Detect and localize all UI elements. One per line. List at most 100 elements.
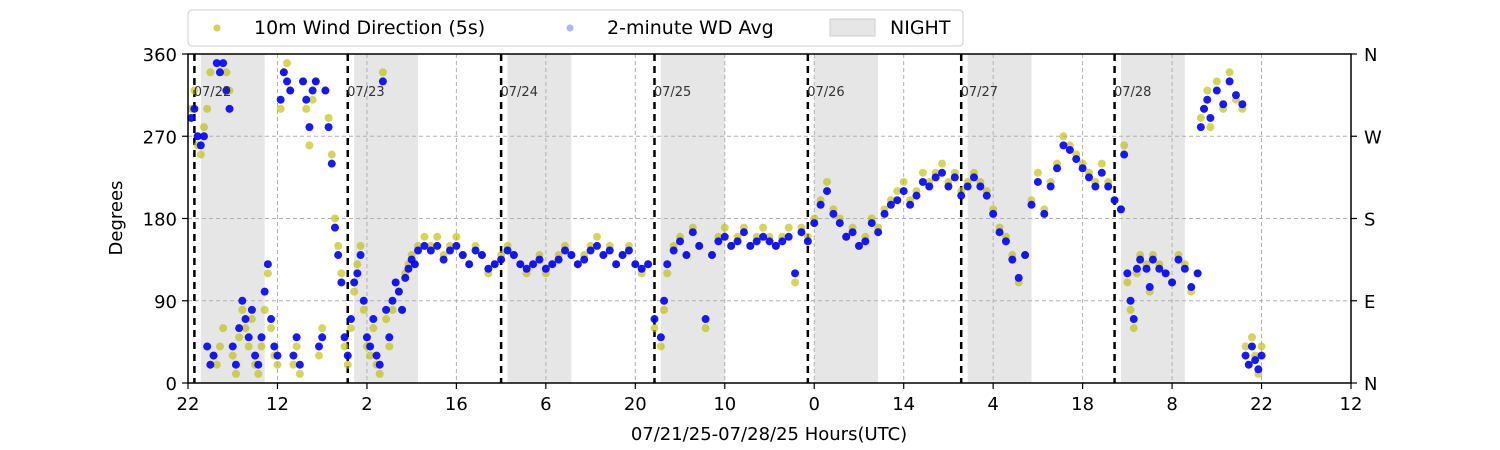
point-wdavg <box>605 246 614 255</box>
point-wdavg <box>944 182 953 191</box>
point-wdavg <box>394 287 403 296</box>
point-wdavg <box>251 351 260 360</box>
point-wdavg <box>938 168 947 177</box>
y2-tick-label: S <box>1364 210 1375 231</box>
point-wd5s <box>656 342 665 351</box>
point-wd5s <box>1257 342 1266 351</box>
point-wd5s <box>292 342 301 351</box>
point-wdavg <box>631 260 640 269</box>
point-wdavg <box>1231 91 1240 100</box>
point-wdavg <box>803 237 812 246</box>
point-wdavg <box>228 342 237 351</box>
point-wdavg <box>1251 356 1260 365</box>
point-wdavg <box>771 241 780 250</box>
point-wd5s <box>327 150 336 159</box>
point-wd5s <box>420 232 429 241</box>
point-wdavg <box>1155 264 1164 273</box>
x-tick-label: 22 <box>1250 394 1273 415</box>
y2-tick-label: N <box>1364 374 1377 395</box>
point-wdavg <box>311 77 320 86</box>
point-wdavg <box>746 241 755 250</box>
y2-tick-label: N <box>1364 45 1377 66</box>
point-wdavg <box>612 260 621 269</box>
point-wdavg <box>592 241 601 250</box>
y-tick-label: 270 <box>143 127 177 148</box>
point-wd5s <box>241 324 250 333</box>
point-wdavg <box>1206 113 1215 122</box>
point-wdavg <box>861 237 870 246</box>
point-wdavg <box>874 228 883 237</box>
point-wdavg <box>1097 168 1106 177</box>
point-wdavg <box>187 113 196 122</box>
point-wdavg <box>599 251 608 260</box>
point-wdavg <box>299 77 308 86</box>
point-wdavg <box>1212 86 1221 95</box>
point-wdavg <box>1072 155 1081 164</box>
x-tick-label: 10 <box>713 394 736 415</box>
point-wdavg <box>701 315 710 324</box>
point-wdavg <box>378 77 387 86</box>
point-wdavg <box>308 86 317 95</box>
point-wdavg <box>209 351 218 360</box>
point-wd5s <box>283 59 292 68</box>
point-wdavg <box>1193 269 1202 278</box>
point-wdavg <box>270 342 279 351</box>
x-tick-label: 16 <box>445 394 468 415</box>
point-wdavg <box>1129 315 1138 324</box>
point-wd5s <box>247 315 256 324</box>
point-wd5s <box>938 159 947 168</box>
point-wd5s <box>276 104 285 113</box>
point-wdavg <box>375 360 384 369</box>
point-wd5s <box>215 342 224 351</box>
point-wdavg <box>1145 283 1154 292</box>
legend-marker-wdavg <box>566 24 574 32</box>
day-label: 07/27 <box>961 85 998 100</box>
point-wd5s <box>260 305 269 314</box>
point-wdavg <box>1196 123 1205 132</box>
point-wd5s <box>720 223 729 232</box>
point-wdavg <box>465 260 474 269</box>
point-wdavg <box>1053 164 1062 173</box>
point-wdavg <box>477 251 486 260</box>
point-wdavg <box>276 95 285 104</box>
point-wd5s <box>366 351 375 360</box>
point-wdavg <box>295 360 304 369</box>
point-wdavg <box>739 228 748 237</box>
point-wd5s <box>238 305 247 314</box>
point-wdavg <box>912 191 921 200</box>
point-wdavg <box>676 237 685 246</box>
point-wdavg <box>893 196 902 205</box>
point-wd5s <box>305 141 314 150</box>
point-wdavg <box>193 132 202 141</box>
point-wd5s <box>330 214 339 223</box>
point-wdavg <box>707 251 716 260</box>
point-wdavg <box>1008 255 1017 264</box>
point-wdavg <box>410 260 419 269</box>
point-wd5s <box>1212 77 1221 86</box>
point-wd5s <box>1241 342 1250 351</box>
point-wdavg <box>225 104 234 113</box>
point-wdavg <box>1161 269 1170 278</box>
point-wd5s <box>356 241 365 250</box>
point-wdavg <box>886 200 895 209</box>
point-wdavg <box>343 351 352 360</box>
point-wdavg <box>289 351 298 360</box>
point-wdavg <box>362 333 371 342</box>
point-wdavg <box>1021 251 1030 260</box>
point-wd5s <box>378 68 387 77</box>
point-wdavg <box>318 333 327 342</box>
point-wd5s <box>190 86 199 95</box>
point-wdavg <box>637 264 646 273</box>
day-label: 07/26 <box>807 85 844 100</box>
point-wdavg <box>573 260 582 269</box>
point-wdavg <box>522 264 531 273</box>
point-wd5s <box>1097 159 1106 168</box>
point-wd5s <box>1247 333 1256 342</box>
point-wd5s <box>369 324 378 333</box>
point-wdavg <box>254 360 263 369</box>
point-wd5s <box>1059 132 1068 141</box>
point-wdavg <box>1187 283 1196 292</box>
point-wdavg <box>810 219 819 228</box>
point-wdavg <box>580 255 589 264</box>
point-wdavg <box>388 296 397 305</box>
